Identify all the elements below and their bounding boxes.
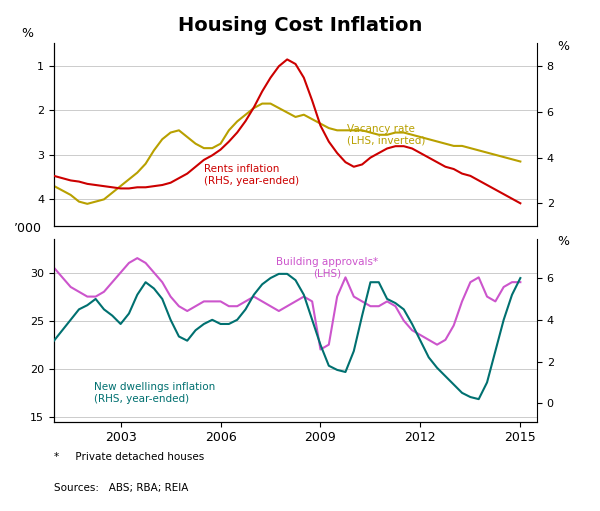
Text: Building approvals*
(LHS): Building approvals* (LHS) xyxy=(276,257,378,278)
Y-axis label: ’000: ’000 xyxy=(13,222,41,235)
Text: *     Private detached houses: * Private detached houses xyxy=(54,452,204,462)
Text: Housing Cost Inflation: Housing Cost Inflation xyxy=(178,16,422,35)
Text: Rents inflation
(RHS, year-ended): Rents inflation (RHS, year-ended) xyxy=(204,164,299,185)
Text: New dwellings inflation
(RHS, year-ended): New dwellings inflation (RHS, year-ended… xyxy=(94,382,215,404)
Y-axis label: %: % xyxy=(557,235,569,248)
Text: Sources:   ABS; RBA; REIA: Sources: ABS; RBA; REIA xyxy=(54,483,188,493)
Text: Vacancy rate
(LHS, inverted): Vacancy rate (LHS, inverted) xyxy=(347,124,425,146)
Y-axis label: %: % xyxy=(22,27,34,40)
Y-axis label: %: % xyxy=(557,40,569,53)
